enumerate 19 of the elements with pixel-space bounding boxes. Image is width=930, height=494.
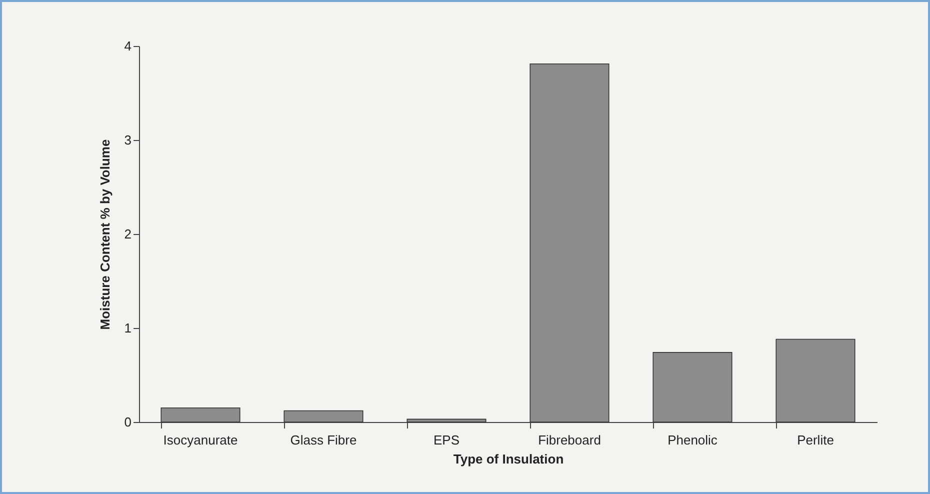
x-tick-label: Perlite [797, 432, 834, 448]
bar [530, 63, 610, 422]
x-tick-label: Phenolic [668, 432, 718, 448]
x-tick-label: Fibreboard [538, 432, 601, 448]
y-tick-label: 4 [124, 38, 132, 54]
y-tick-label: 0 [124, 414, 132, 430]
bar [406, 418, 486, 422]
bar [284, 410, 364, 422]
y-axis-title: Moisture Content % by Volume [97, 139, 112, 330]
x-axis-title: Type of Insulation [453, 452, 564, 466]
bar [776, 338, 856, 422]
bar [160, 408, 240, 422]
x-tick-label: EPS [433, 432, 460, 448]
y-tick-label: 3 [124, 132, 132, 148]
bar [652, 352, 732, 422]
x-tick-label: Glass Fibre [290, 432, 357, 448]
y-tick-label: 1 [124, 320, 132, 336]
y-tick-label: 2 [124, 226, 132, 242]
x-tick-label: Isocyanurate [163, 432, 238, 448]
